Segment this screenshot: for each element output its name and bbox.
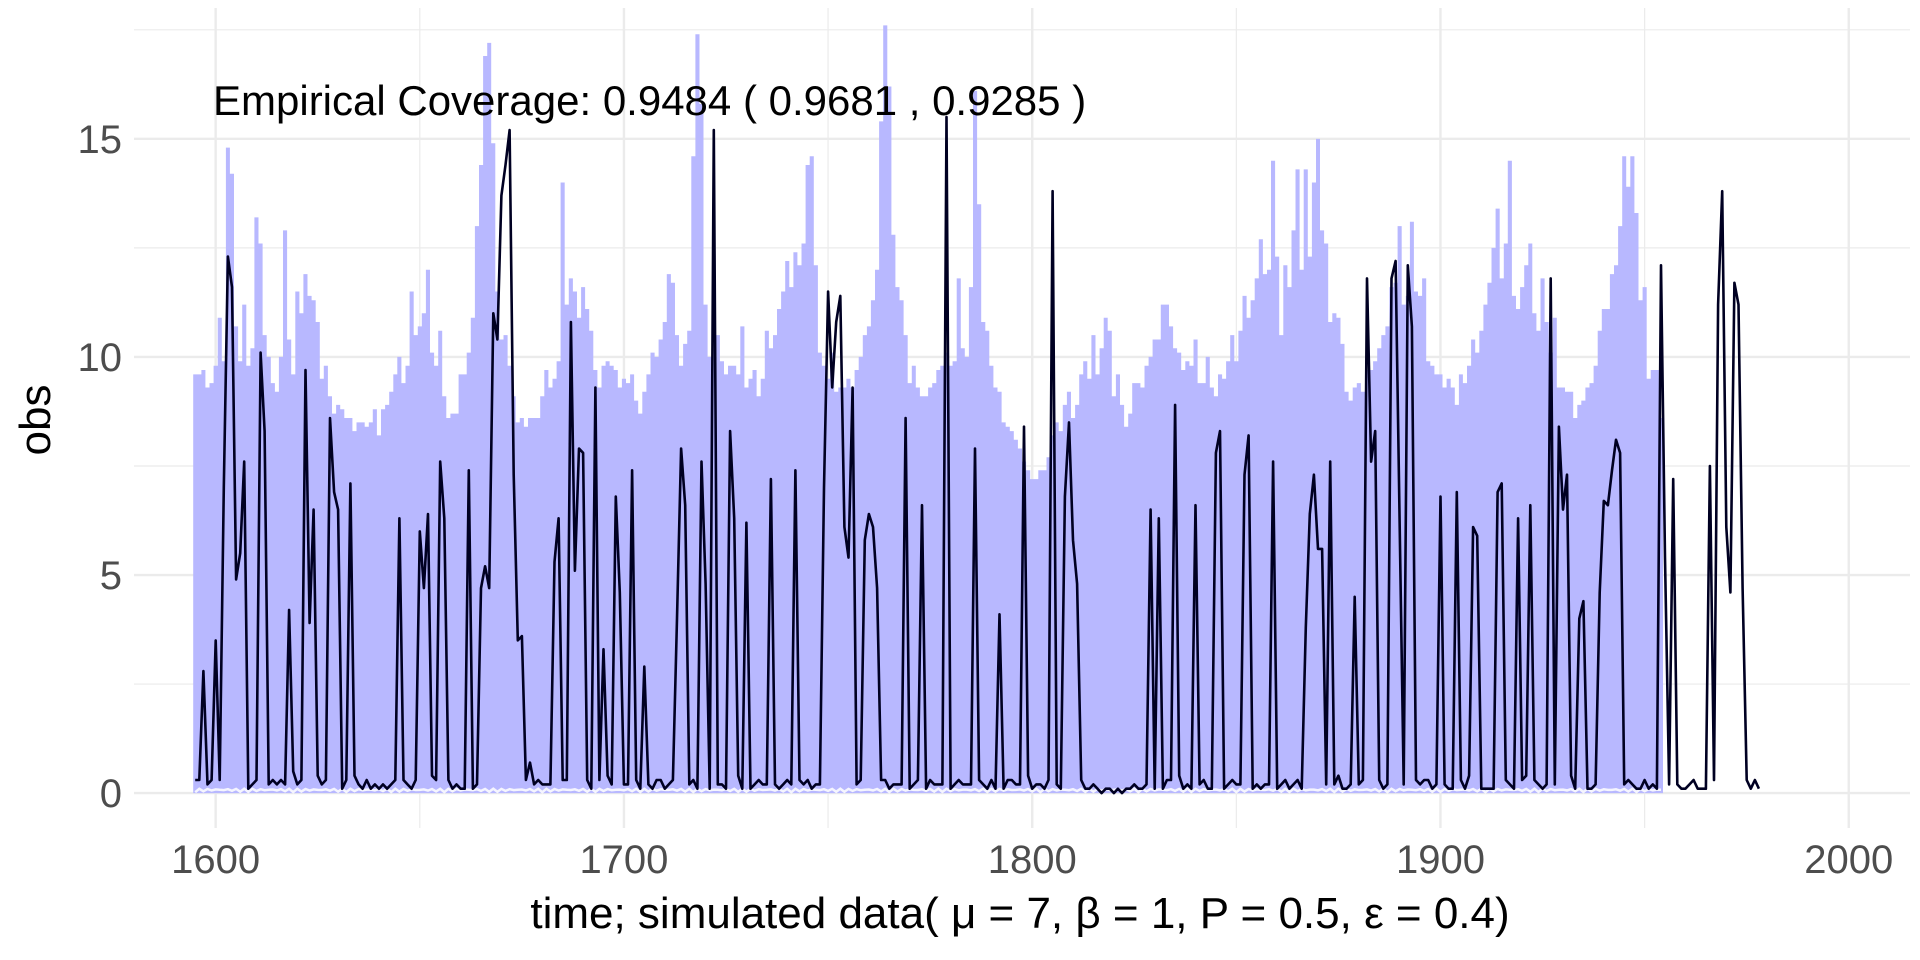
x-axis-label: time; simulated data( μ = 7, β = 1, P = … — [530, 889, 1509, 938]
y-tick-label: 0 — [100, 772, 122, 816]
x-tick-label: 1700 — [579, 838, 668, 882]
y-tick-labels: 0 5 10 15 — [78, 118, 123, 816]
x-tick-label: 2000 — [1804, 838, 1893, 882]
y-axis-label: obs — [11, 385, 60, 456]
y-tick-label: 10 — [78, 336, 123, 380]
x-tick-label: 1600 — [171, 838, 260, 882]
y-tick-label: 5 — [100, 554, 122, 598]
y-tick-label: 15 — [78, 118, 123, 162]
x-tick-labels: 1600 1700 1800 1900 2000 — [171, 838, 1893, 882]
coverage-annotation: Empirical Coverage: 0.9484 ( 0.9681 , 0.… — [213, 77, 1086, 124]
lower-band-edge — [194, 787, 1662, 794]
lower-band — [194, 787, 1662, 794]
obs-line — [195, 115, 1761, 795]
x-tick-label: 1900 — [1396, 838, 1485, 882]
x-tick-label: 1800 — [988, 838, 1077, 882]
